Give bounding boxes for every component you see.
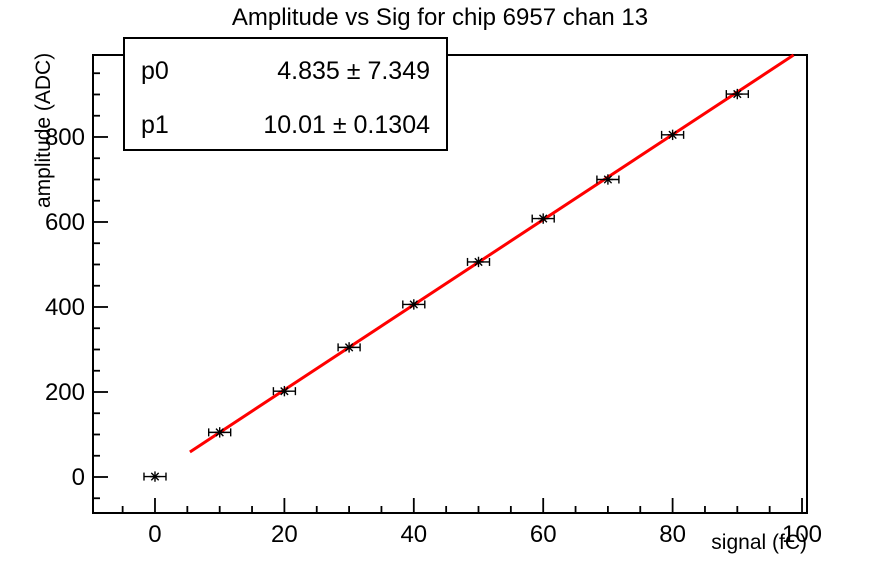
marker-spoke <box>215 428 224 437</box>
plot-frame <box>92 54 808 514</box>
x-tick-label: 100 <box>782 521 822 548</box>
marker-spoke <box>603 175 613 184</box>
marker-spoke <box>409 300 418 309</box>
marker-spoke <box>668 130 677 140</box>
marker-spoke <box>150 472 160 481</box>
x-tick-label: 20 <box>271 521 298 548</box>
fit-line <box>189 53 795 454</box>
marker-spoke <box>474 257 483 267</box>
y-tick-label: 0 <box>72 464 85 491</box>
stats-row-p0: p0 4.835 ± 7.349 <box>125 46 446 96</box>
fit-stats-box: p0 4.835 ± 7.349 p1 10.01 ± 0.1304 <box>123 37 448 151</box>
y-tick-label: 800 <box>45 124 85 151</box>
y-tick-label: 200 <box>45 379 85 406</box>
stat-value: 10.01 ± 0.1304 <box>263 110 430 139</box>
stat-name: p0 <box>141 56 169 85</box>
x-axis-title: signal (fC) <box>711 531 807 554</box>
stats-row-p1: p1 10.01 ± 0.1304 <box>125 100 446 150</box>
x-tick-label: 40 <box>400 521 427 548</box>
marker-spoke <box>344 343 354 352</box>
y-tick-label: 600 <box>45 209 85 236</box>
marker-spoke <box>539 214 548 223</box>
x-tick-label: 0 <box>148 521 161 548</box>
marker-spoke <box>280 386 289 396</box>
chart-title: Amplitude vs Sig for chip 6957 chan 13 <box>231 4 649 31</box>
x-tick-label: 80 <box>659 521 686 548</box>
marker-spoke <box>733 89 742 99</box>
stat-value: 4.835 ± 7.349 <box>277 56 430 85</box>
stat-name: p1 <box>141 110 169 139</box>
x-tick-label: 60 <box>530 521 557 548</box>
y-tick-label: 400 <box>45 294 85 321</box>
